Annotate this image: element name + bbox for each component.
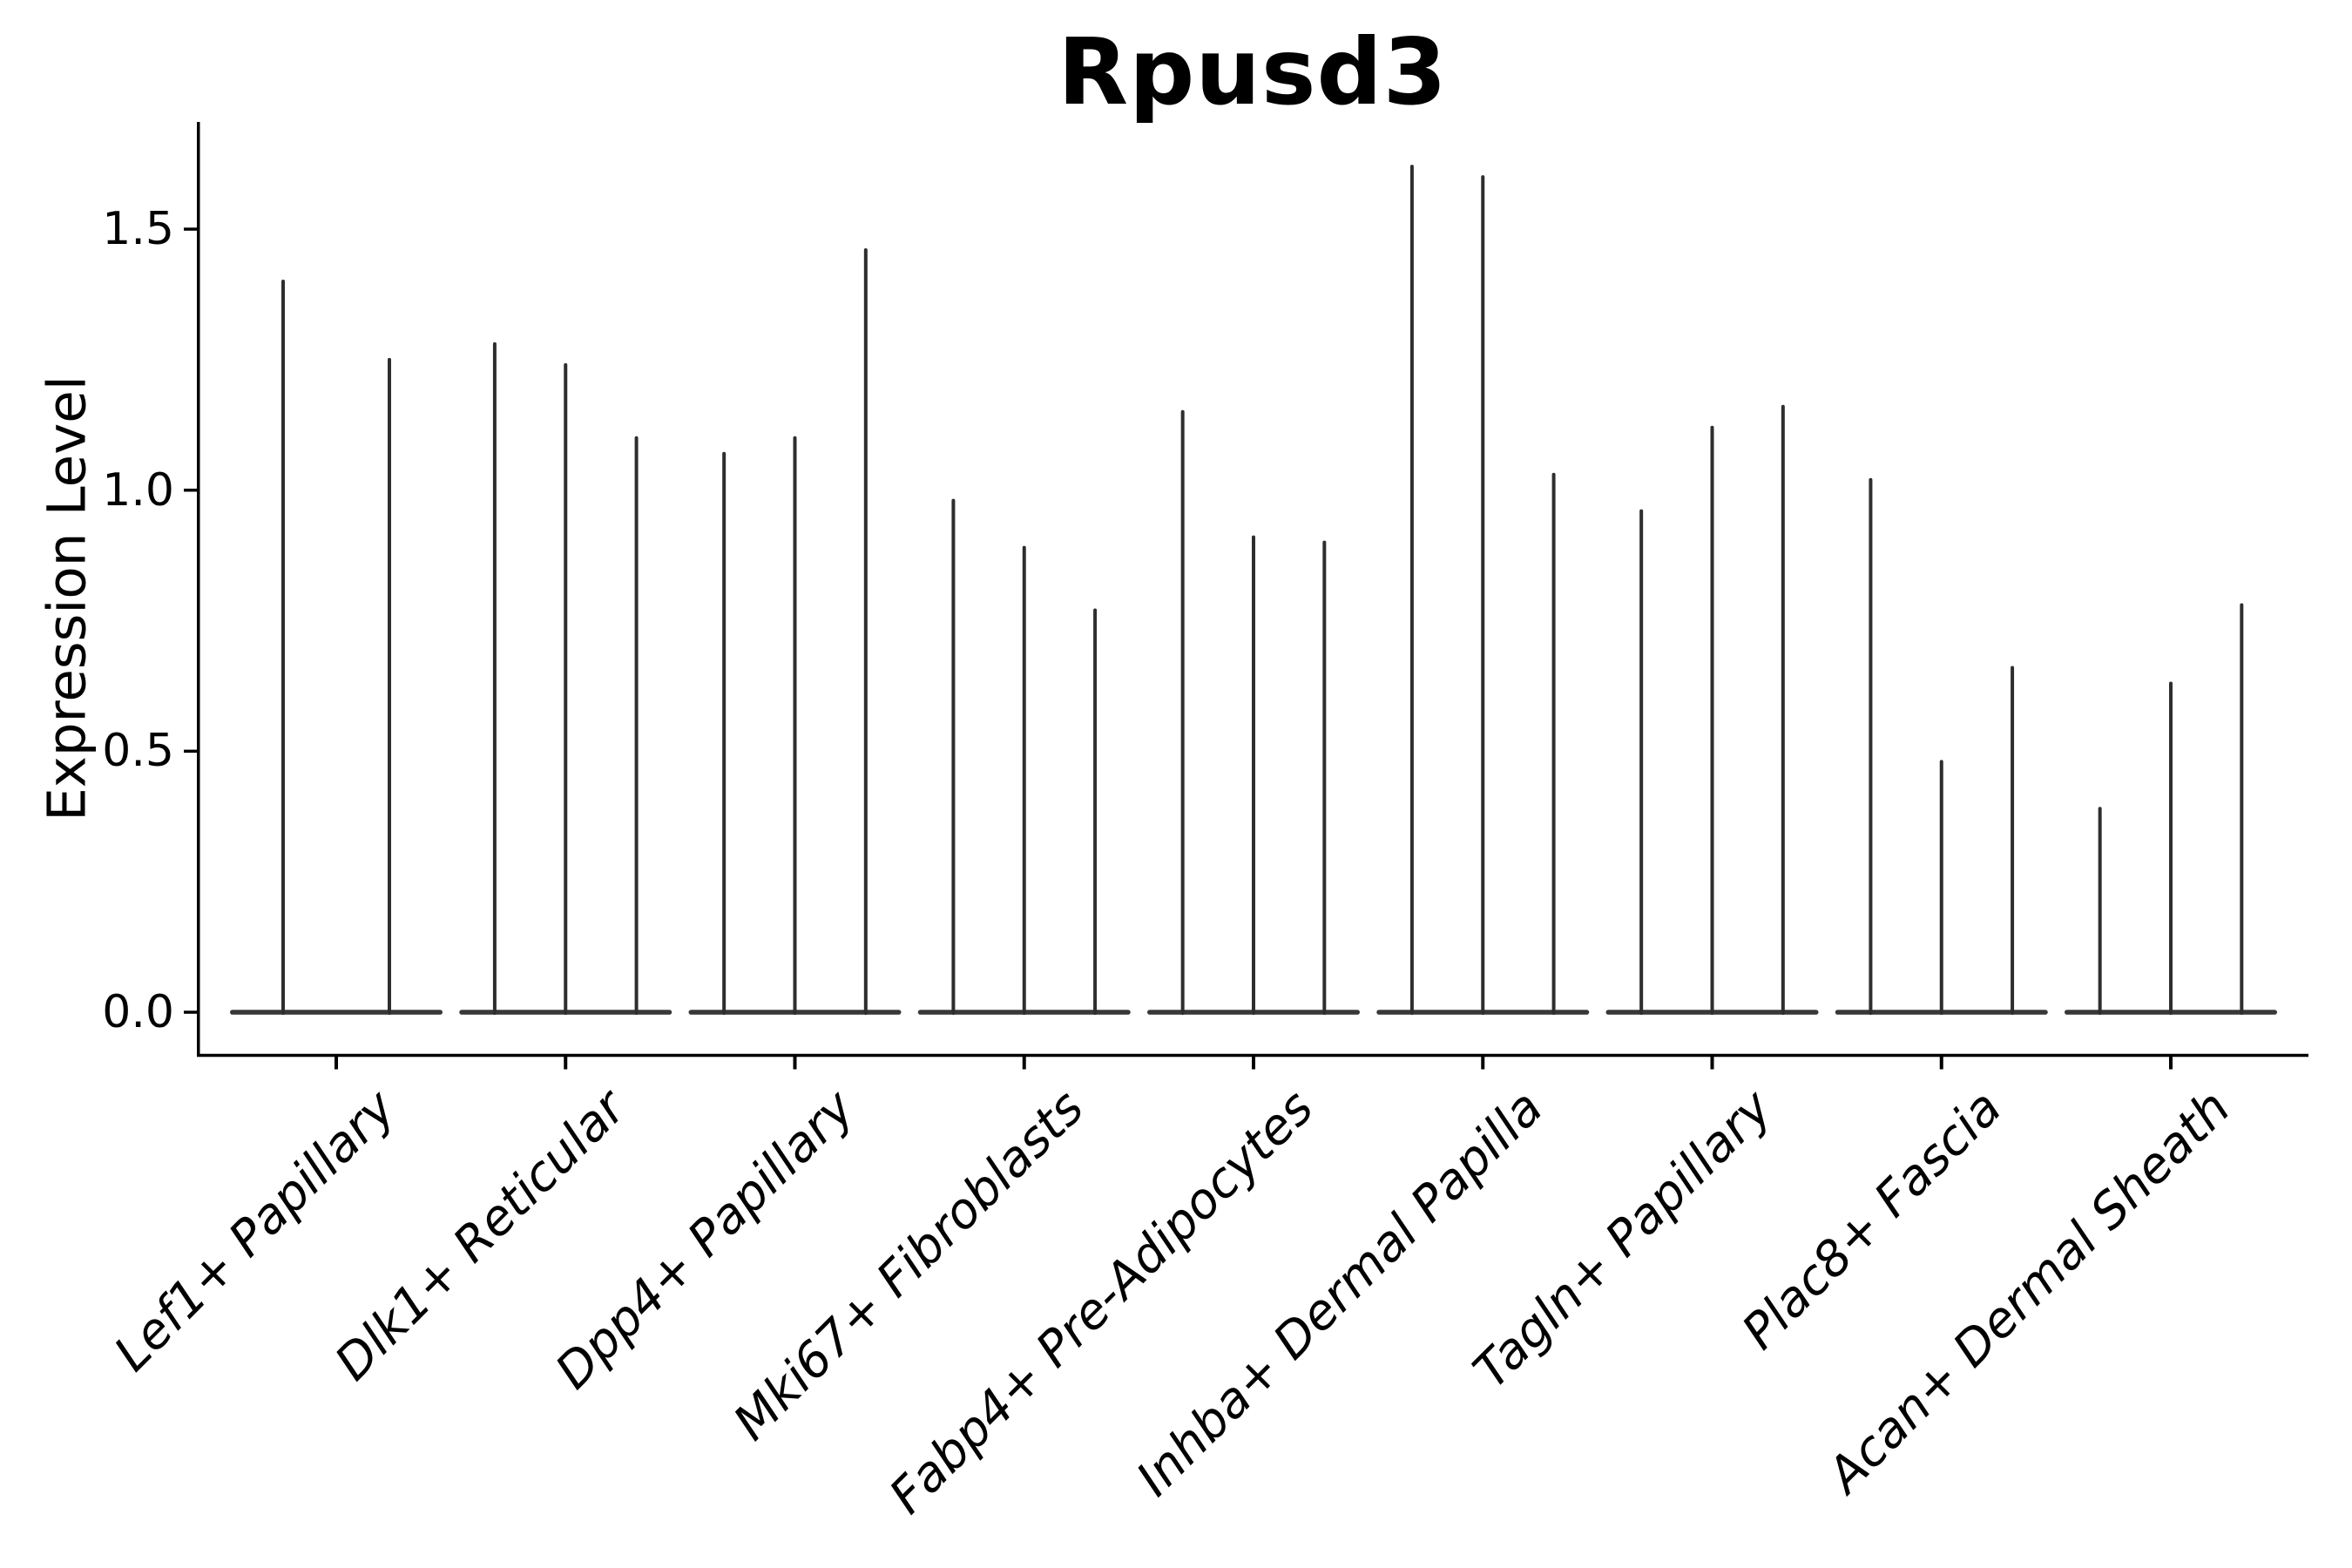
y-tick-label: 0.0 — [102, 986, 174, 1038]
y-tick-label: 1.0 — [102, 463, 174, 517]
y-tick-label: 0.5 — [102, 725, 174, 778]
y-tick-label: 1.5 — [102, 203, 174, 256]
chart-title: Rpusd3 — [1058, 19, 1448, 125]
violin-base — [230, 1010, 443, 1015]
